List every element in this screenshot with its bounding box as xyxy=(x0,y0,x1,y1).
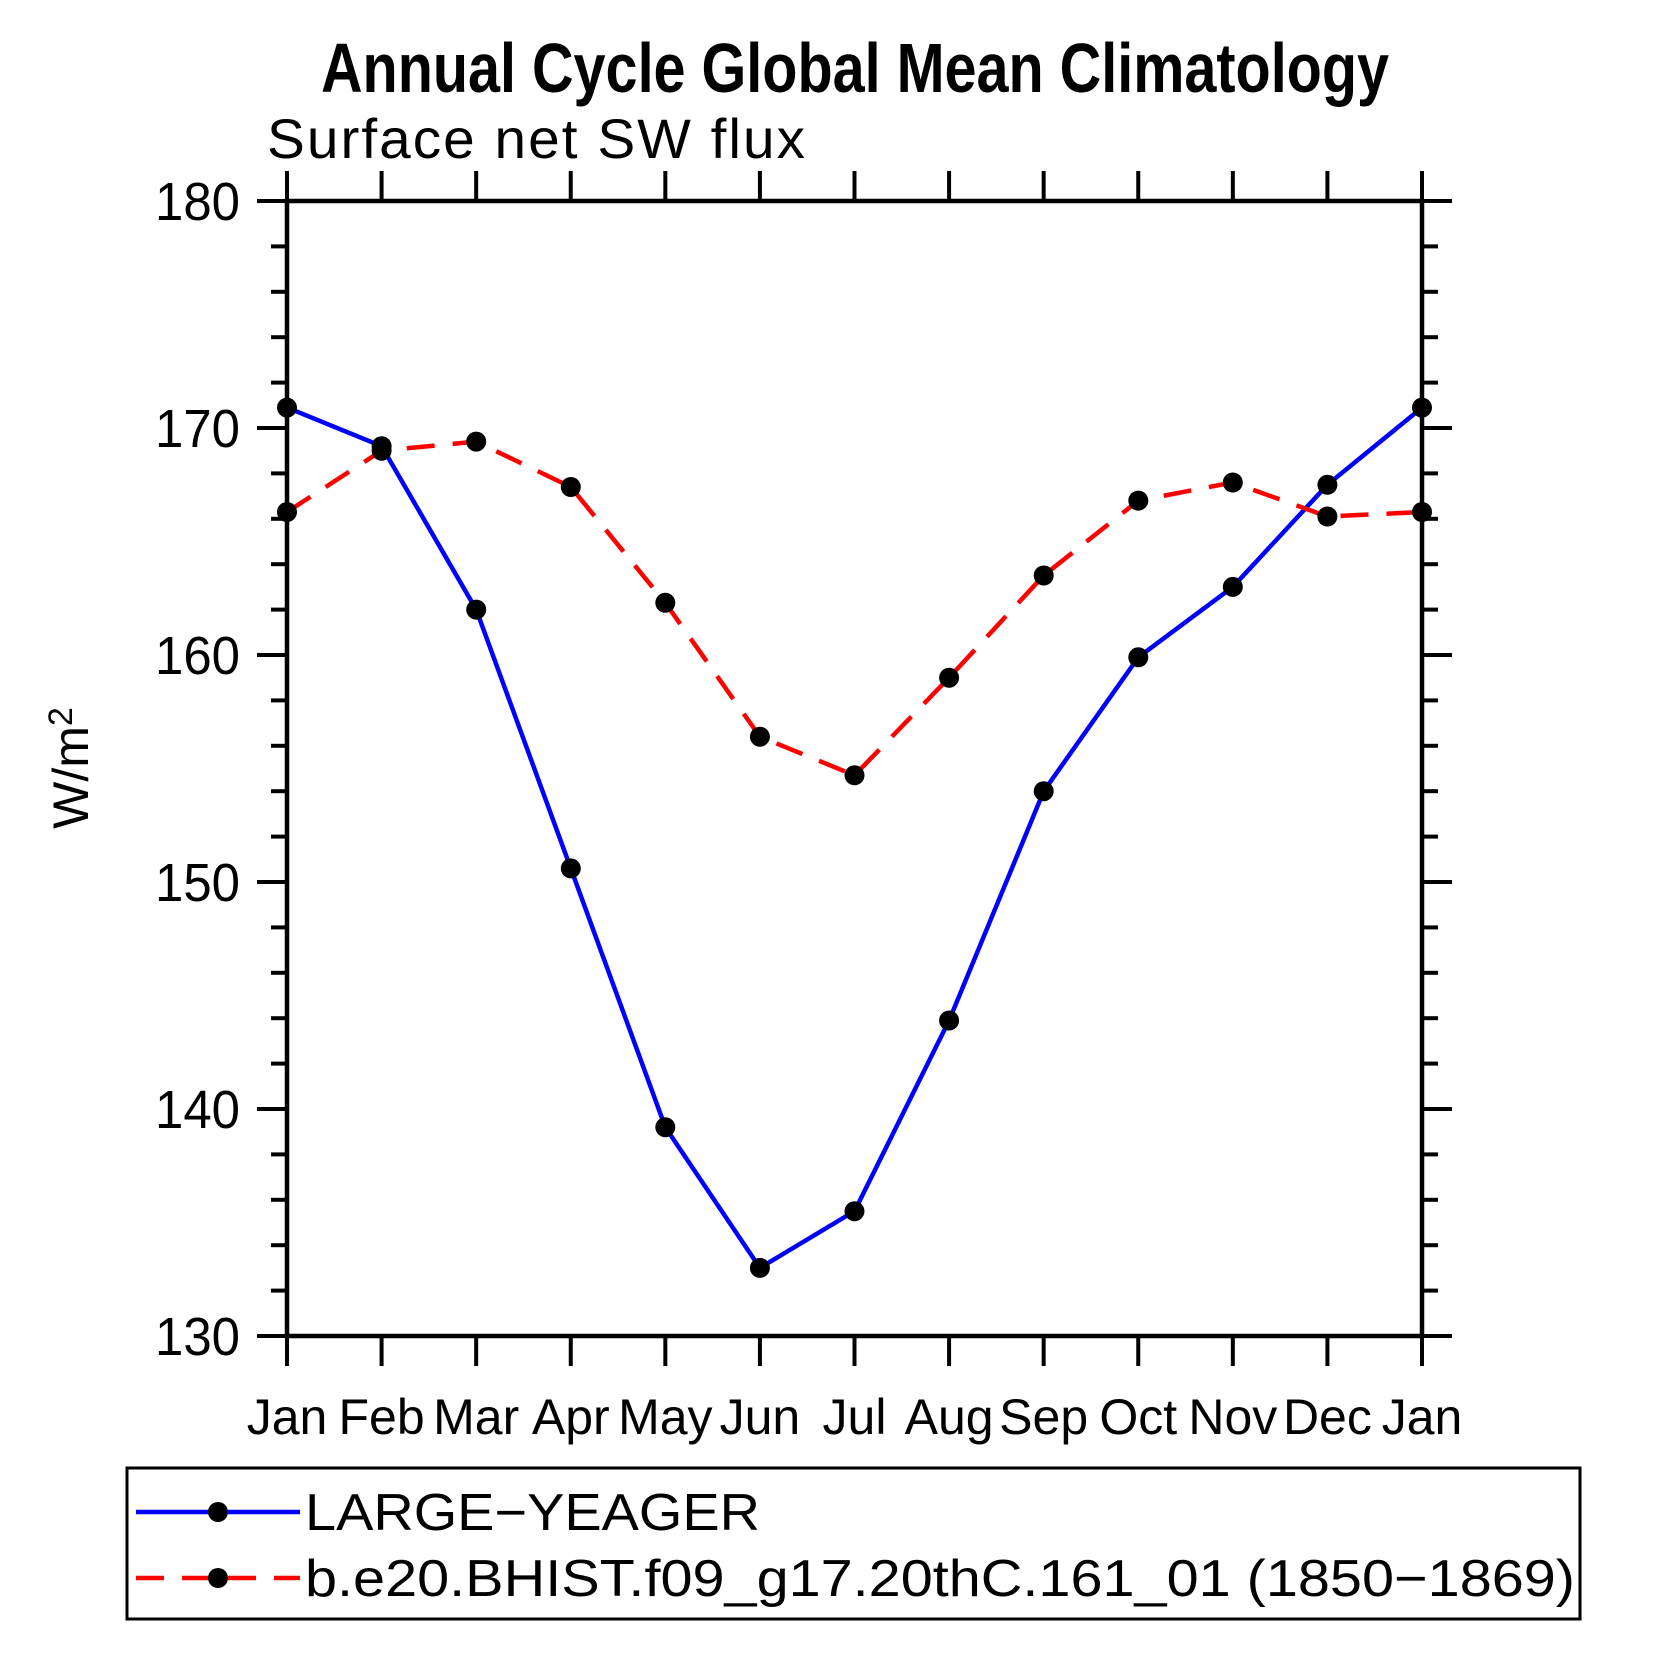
data-point-marker xyxy=(939,667,960,688)
legend-label-model: b.e20.BHIST.f09_g17.20thC.161_01 (1850−1… xyxy=(305,1550,1575,1608)
x-tick-label: Feb xyxy=(338,1389,424,1445)
x-tick-label: Sep xyxy=(999,1389,1088,1445)
legend-marker-large-yeager xyxy=(208,1502,228,1522)
x-tick-label: Jan xyxy=(1382,1389,1463,1445)
data-point-marker xyxy=(1412,397,1432,418)
data-point-marker xyxy=(655,592,676,613)
y-tick-label: 140 xyxy=(155,1080,240,1140)
x-tick-label: Jul xyxy=(823,1389,887,1445)
data-point-marker xyxy=(1412,502,1432,522)
series-line-b-e20-bhist-f09-g17-20thc-161-01-1850-18 xyxy=(285,439,1423,778)
data-point-marker xyxy=(749,726,770,747)
y-axis-label-exponent: 2 xyxy=(42,707,80,726)
y-tick-label: 160 xyxy=(155,626,240,686)
data-point-marker xyxy=(1128,490,1149,511)
data-point-marker xyxy=(749,1257,770,1278)
data-point-marker xyxy=(844,1201,865,1222)
data-point-marker xyxy=(277,397,297,418)
data-point-marker xyxy=(655,1117,676,1138)
data-point-marker xyxy=(1222,472,1243,493)
legend-label-large-yeager: LARGE−YEAGER xyxy=(305,1484,760,1542)
y-tick-label: 130 xyxy=(155,1307,240,1367)
series-line-large-yeager xyxy=(286,405,1424,1271)
data-point-marker xyxy=(1317,506,1338,527)
x-tick-label: Nov xyxy=(1188,1389,1277,1445)
x-tick-label: May xyxy=(618,1389,712,1445)
plot-series xyxy=(277,397,1432,1278)
data-point-marker xyxy=(277,502,297,522)
chart-title: Annual Cycle Global Mean Climatology xyxy=(321,29,1389,107)
x-tick-label: Aug xyxy=(905,1389,994,1445)
data-point-marker xyxy=(1317,474,1338,495)
data-point-marker xyxy=(466,431,487,452)
legend-box xyxy=(125,1466,1582,1621)
data-point-marker xyxy=(560,477,581,497)
y-tick-label: 150 xyxy=(155,853,240,913)
x-tick-label: Mar xyxy=(433,1389,519,1445)
data-point-marker xyxy=(1033,781,1054,802)
data-point-marker xyxy=(466,599,487,620)
legend-marker-model xyxy=(208,1568,228,1588)
y-axis-label: W/m2 xyxy=(42,707,99,829)
y-tick-label: 180 xyxy=(155,172,240,232)
y-tick-label: 170 xyxy=(155,399,240,459)
data-point-marker xyxy=(844,765,865,786)
data-point-marker xyxy=(560,858,581,879)
data-point-marker xyxy=(1128,647,1149,668)
data-point-marker xyxy=(1222,576,1243,597)
data-point-marker xyxy=(1033,565,1054,586)
data-point-marker xyxy=(371,440,392,461)
x-tick-label: Apr xyxy=(532,1389,610,1445)
data-point-marker xyxy=(939,1010,960,1031)
x-tick-label: Oct xyxy=(1099,1389,1177,1445)
y-axis-label-unit: W/m xyxy=(43,726,99,829)
axis-ticks xyxy=(257,171,1452,1366)
legend: LARGE−YEAGER b.e20.BHIST.f09_g17.20thC.1… xyxy=(125,1466,1582,1621)
x-tick-label: Jan xyxy=(247,1389,328,1445)
x-tick-label: Dec xyxy=(1283,1389,1372,1445)
x-tick-label: Jun xyxy=(720,1389,801,1445)
chart-subtitle: Surface net SW flux xyxy=(267,107,807,170)
